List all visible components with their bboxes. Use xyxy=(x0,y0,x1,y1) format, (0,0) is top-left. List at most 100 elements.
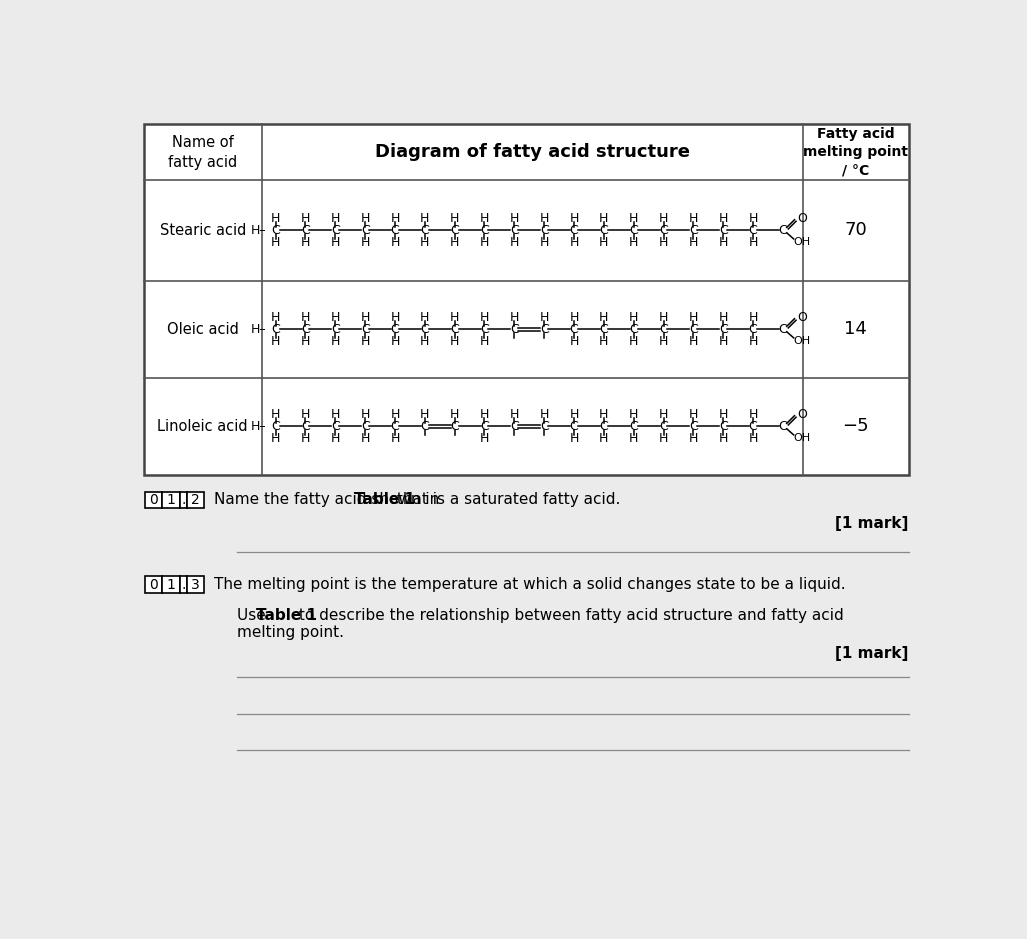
Text: H: H xyxy=(689,211,698,224)
Text: H: H xyxy=(569,408,578,421)
Text: C: C xyxy=(480,420,489,433)
Text: H: H xyxy=(749,211,758,224)
Text: H: H xyxy=(301,211,310,224)
Text: H: H xyxy=(450,211,459,224)
Text: C: C xyxy=(480,323,489,336)
Text: C: C xyxy=(719,224,727,237)
Text: H: H xyxy=(569,237,578,250)
Text: H: H xyxy=(659,408,669,421)
Text: H: H xyxy=(390,432,400,445)
Text: H: H xyxy=(749,237,758,250)
Text: H: H xyxy=(659,432,669,445)
Text: Oleic acid: Oleic acid xyxy=(166,322,238,337)
Text: H: H xyxy=(629,311,639,324)
Text: C: C xyxy=(689,420,697,433)
Text: C: C xyxy=(390,224,400,237)
Text: H: H xyxy=(390,211,400,224)
Text: OH: OH xyxy=(794,237,811,247)
Text: C: C xyxy=(630,224,638,237)
Text: H–: H– xyxy=(251,420,266,433)
Text: C: C xyxy=(570,323,578,336)
Text: H: H xyxy=(301,408,310,421)
Text: C: C xyxy=(271,224,280,237)
Text: O: O xyxy=(797,311,806,324)
Bar xyxy=(144,124,909,474)
Text: C: C xyxy=(360,224,370,237)
Text: C: C xyxy=(570,224,578,237)
Text: H: H xyxy=(719,311,728,324)
Text: C: C xyxy=(271,420,280,433)
Text: H: H xyxy=(331,432,340,445)
Bar xyxy=(162,577,180,593)
Text: H: H xyxy=(450,335,459,348)
Text: H: H xyxy=(450,311,459,324)
Text: .: . xyxy=(181,577,186,592)
Text: H: H xyxy=(331,335,340,348)
Text: C: C xyxy=(301,224,310,237)
Text: H: H xyxy=(360,432,370,445)
Text: H: H xyxy=(599,408,609,421)
Text: H: H xyxy=(689,335,698,348)
Text: C: C xyxy=(420,420,429,433)
Text: OH: OH xyxy=(794,336,811,346)
Text: H: H xyxy=(420,408,429,421)
Text: H: H xyxy=(629,432,639,445)
Text: H: H xyxy=(629,408,639,421)
Text: 3: 3 xyxy=(191,577,200,592)
Text: C: C xyxy=(600,224,608,237)
Text: H: H xyxy=(360,237,370,250)
Text: H: H xyxy=(390,237,400,250)
Bar xyxy=(180,577,187,593)
Text: H: H xyxy=(390,408,400,421)
Text: C: C xyxy=(630,323,638,336)
Text: C: C xyxy=(659,224,668,237)
Text: H: H xyxy=(539,237,548,250)
Text: C: C xyxy=(570,420,578,433)
Text: H: H xyxy=(420,211,429,224)
Text: H: H xyxy=(749,311,758,324)
Text: C: C xyxy=(749,323,757,336)
Text: C: C xyxy=(450,420,459,433)
Text: H: H xyxy=(629,335,639,348)
Text: C: C xyxy=(390,323,400,336)
Text: H: H xyxy=(331,408,340,421)
Bar xyxy=(162,491,180,508)
Text: The melting point is the temperature at which a solid changes state to be a liqu: The melting point is the temperature at … xyxy=(214,577,845,593)
Text: H: H xyxy=(360,311,370,324)
Text: C: C xyxy=(271,323,280,336)
Text: H: H xyxy=(719,432,728,445)
Text: H: H xyxy=(301,237,310,250)
Text: C: C xyxy=(510,323,519,336)
Text: H: H xyxy=(271,237,280,250)
Text: H: H xyxy=(271,335,280,348)
Text: H: H xyxy=(480,432,489,445)
Text: C: C xyxy=(778,323,788,336)
Text: H: H xyxy=(331,237,340,250)
Text: C: C xyxy=(689,323,697,336)
Text: H: H xyxy=(420,335,429,348)
Text: H: H xyxy=(749,335,758,348)
Text: 1: 1 xyxy=(166,577,176,592)
Text: H: H xyxy=(599,311,609,324)
Text: Table 1: Table 1 xyxy=(354,492,415,507)
Text: H: H xyxy=(629,211,639,224)
Text: H: H xyxy=(271,432,280,445)
Text: H: H xyxy=(689,432,698,445)
Text: H: H xyxy=(629,237,639,250)
Text: H: H xyxy=(599,237,609,250)
Text: [1 mark]: [1 mark] xyxy=(835,646,909,661)
Text: H: H xyxy=(569,211,578,224)
Text: C: C xyxy=(301,420,310,433)
Text: H: H xyxy=(749,408,758,421)
Text: C: C xyxy=(719,323,727,336)
Bar xyxy=(187,491,204,508)
Text: [1 mark]: [1 mark] xyxy=(835,516,909,531)
Text: H: H xyxy=(450,408,459,421)
Text: that is a saturated fatty acid.: that is a saturated fatty acid. xyxy=(392,492,620,507)
Text: H–: H– xyxy=(251,323,266,336)
Text: C: C xyxy=(331,420,340,433)
Text: H: H xyxy=(331,311,340,324)
Text: H: H xyxy=(480,335,489,348)
Text: O: O xyxy=(797,408,806,421)
Text: H–: H– xyxy=(251,224,266,237)
